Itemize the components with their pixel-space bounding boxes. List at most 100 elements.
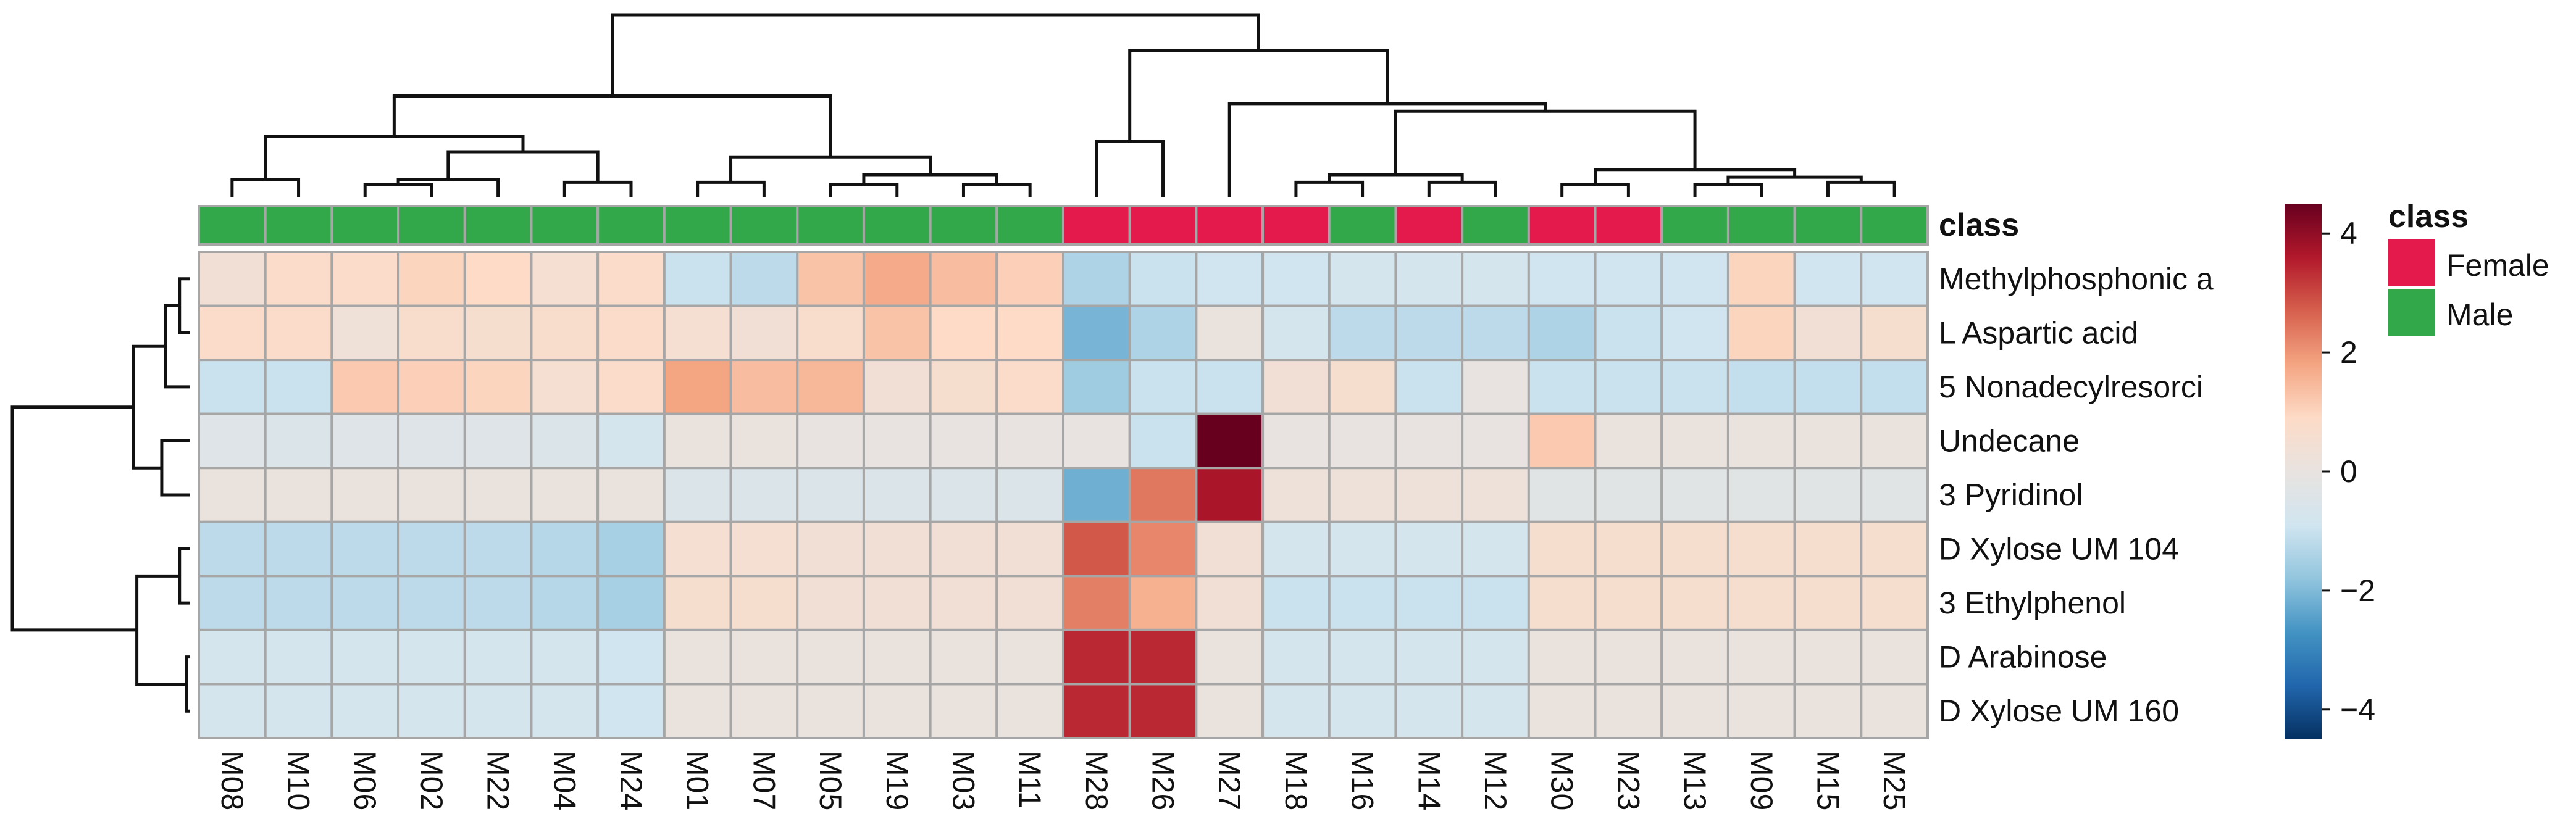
heatmap-cell <box>330 359 400 415</box>
class-annotation-cell <box>1660 205 1729 246</box>
heatmap-cell <box>530 683 600 740</box>
heatmap-cell <box>530 520 600 578</box>
heatmap-cell <box>862 575 932 631</box>
heatmap-cell <box>1726 304 1796 362</box>
heatmap-cell <box>1062 251 1131 307</box>
heatmap-cell <box>1461 412 1530 470</box>
class-annotation-cell <box>1062 205 1131 246</box>
heatmap-cell <box>1128 575 1198 631</box>
heatmap-cell <box>1394 359 1464 415</box>
heatmap-cell <box>729 412 799 470</box>
heatmap-cell <box>198 304 267 362</box>
column-label: M30 <box>1545 750 1579 810</box>
heatmap-cell <box>198 683 267 740</box>
heatmap-cell <box>663 628 732 686</box>
heatmap-cell <box>1594 359 1663 415</box>
heatmap-cell <box>663 251 732 307</box>
dendrogram-branch <box>160 439 190 497</box>
column-label: M02 <box>414 750 449 810</box>
heatmap-cell <box>1195 412 1265 470</box>
heatmap-cell <box>663 683 732 740</box>
heatmap-cell <box>397 304 466 362</box>
heatmap-cell <box>1527 251 1597 307</box>
row-label: 3 Pyridinol <box>1939 478 2083 512</box>
heatmap-cell <box>1461 575 1530 631</box>
heatmap-cell <box>1461 628 1530 686</box>
heatmap-cell <box>1594 520 1663 578</box>
legend-label-male: Male <box>2446 297 2513 332</box>
heatmap-cell <box>729 520 799 578</box>
heatmap-cell <box>596 683 666 740</box>
heatmap-cell <box>1860 304 1929 362</box>
dendrogram-branch <box>961 183 1032 197</box>
heatmap-cell <box>1128 359 1198 415</box>
column-label: M08 <box>215 750 249 810</box>
class-annotation-cell <box>1128 205 1198 246</box>
heatmap-cell <box>729 251 799 307</box>
heatmap-cell <box>463 575 533 631</box>
class-annotation-cell <box>1726 205 1796 246</box>
heatmap-cell <box>1328 683 1397 740</box>
heatmap-cell <box>862 467 932 523</box>
column-label: M26 <box>1146 750 1181 810</box>
dendrogram-branch <box>10 405 137 632</box>
heatmap-cell <box>264 520 333 578</box>
heatmap-cell <box>1328 251 1397 307</box>
heatmap-cell <box>1261 575 1331 631</box>
class-annotation-cell <box>1394 205 1464 246</box>
heatmap-cell <box>1793 683 1863 740</box>
heatmap-cell <box>929 628 998 686</box>
heatmap-cell <box>1594 251 1663 307</box>
row-dendrogram <box>10 277 190 713</box>
heatmap-cell <box>264 251 333 307</box>
heatmap-cell <box>596 575 666 631</box>
dendrogram-branch <box>446 150 600 183</box>
heatmap-cell <box>1261 683 1331 740</box>
heatmap-cell <box>1195 304 1265 362</box>
heatmap-cell <box>1394 683 1464 740</box>
heatmap-cell <box>1461 683 1530 740</box>
heatmap-cell <box>1660 412 1729 470</box>
heatmap-cell <box>862 304 932 362</box>
heatmap-cell <box>862 251 932 307</box>
heatmap-cell <box>397 467 466 523</box>
heatmap-cell <box>1793 412 1863 470</box>
heatmap-cell <box>796 683 865 740</box>
dendrogram-branch <box>178 277 190 334</box>
heatmap-cell <box>1394 575 1464 631</box>
heatmap-cell <box>1128 467 1198 523</box>
column-label: M28 <box>1079 750 1114 810</box>
heatmap-cell <box>1527 628 1597 686</box>
heatmap-cell <box>1062 359 1131 415</box>
legend-swatch-male <box>2388 289 2435 336</box>
heatmap-cell <box>264 412 333 470</box>
dendrogram-branch <box>562 180 633 197</box>
heatmap-cell <box>1527 683 1597 740</box>
class-annotation-cell <box>264 205 333 246</box>
colorbar-gradient <box>2285 204 2322 739</box>
heatmap-cell <box>530 575 600 631</box>
heatmap-cell <box>1726 628 1796 686</box>
class-annotation-cell <box>796 205 865 246</box>
heatmap-cell <box>1726 683 1796 740</box>
heatmap-cell <box>729 304 799 362</box>
heatmap-cell <box>1793 628 1863 686</box>
row-label: Methylphosphonic a <box>1939 262 2214 296</box>
column-label: M14 <box>1411 750 1446 810</box>
heatmap-cell <box>530 359 600 415</box>
class-annotation-cell <box>596 205 666 246</box>
heatmap-cell <box>397 412 466 470</box>
heatmap-cell <box>330 304 400 362</box>
dendrogram-branch <box>829 183 899 197</box>
heatmap-cell <box>1660 359 1729 415</box>
heatmap-cell <box>1062 628 1131 686</box>
heatmap-cell <box>596 520 666 578</box>
heatmap-cell <box>796 359 865 415</box>
column-label: M04 <box>547 750 582 810</box>
heatmap-cell <box>198 467 267 523</box>
heatmap-cell <box>1461 467 1530 523</box>
heatmap-cell <box>929 683 998 740</box>
column-label: M24 <box>614 750 648 810</box>
heatmap-cell <box>1527 575 1597 631</box>
